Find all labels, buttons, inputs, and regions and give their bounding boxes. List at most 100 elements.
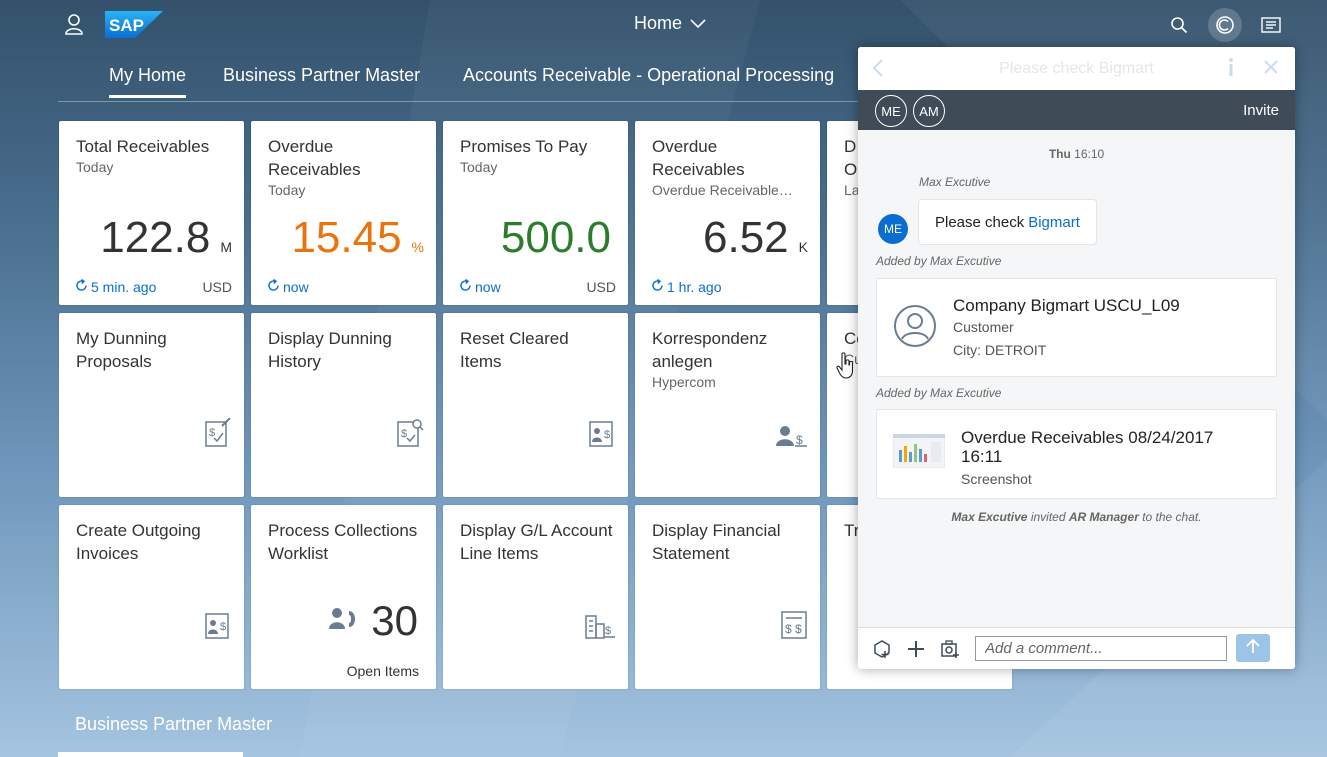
call-worklist-icon bbox=[329, 607, 359, 636]
hand-cursor-icon bbox=[836, 352, 854, 379]
svg-text:$: $ bbox=[785, 622, 792, 636]
arrow-up-icon bbox=[1246, 638, 1260, 659]
participant-avatar[interactable]: ME bbox=[875, 95, 907, 127]
screenshot-card-title: Overdue Receivables 08/24/2017 16:11 bbox=[961, 428, 1214, 466]
chevron-left-icon[interactable] bbox=[872, 59, 884, 82]
participant-avatar[interactable]: AM bbox=[913, 95, 945, 127]
invite-system-note: Max Excutive invited AR Manager to the c… bbox=[951, 510, 1202, 524]
tile-title: Create Outgoing Invoices bbox=[76, 521, 201, 563]
chat-title: Please check Bigmart bbox=[999, 60, 1154, 77]
user-icon[interactable] bbox=[64, 13, 84, 35]
kpi-unit: M bbox=[220, 239, 232, 255]
tile-title: Display G/L Account Line Items bbox=[460, 521, 613, 563]
kpi-value: 500.0 bbox=[500, 213, 611, 262]
tile-title: Korrespondenz anlegen bbox=[652, 329, 768, 371]
tile-display-gl-line-items[interactable]: Display G/L Account Line Items $ bbox=[443, 505, 628, 689]
home-title: Home bbox=[634, 13, 683, 33]
tile-display-dunning-history[interactable]: Display Dunning History $ bbox=[251, 313, 436, 497]
comment-input[interactable] bbox=[975, 636, 1227, 661]
message-sender: Max Excutive bbox=[919, 175, 991, 189]
info-icon[interactable] bbox=[1227, 57, 1235, 82]
svg-text:$: $ bbox=[220, 621, 226, 633]
refresh-icon bbox=[651, 278, 664, 295]
tile-title: D O bbox=[844, 137, 858, 179]
tile-display-financial-statement[interactable]: Display Financial Statement $ $ bbox=[635, 505, 820, 689]
dunning-history-icon: $ bbox=[396, 418, 424, 453]
kpi-unit: K bbox=[798, 239, 808, 255]
tile-subtitle: Today bbox=[76, 159, 114, 175]
bigmart-link[interactable]: Bigmart bbox=[1028, 213, 1080, 231]
kpi-value: 15.45 bbox=[291, 213, 402, 262]
tile-overdue-receivables[interactable]: Overdue Receivables Today 15.45% now bbox=[251, 121, 436, 305]
add-icon[interactable] bbox=[901, 634, 931, 664]
participants-bar: ME AM Invite bbox=[858, 90, 1295, 130]
copilot-header: Please check Bigmart bbox=[858, 47, 1295, 90]
tile-my-dunning-proposals[interactable]: My Dunning Proposals $ bbox=[59, 313, 244, 497]
close-icon[interactable] bbox=[1263, 59, 1279, 80]
currency-label: USD bbox=[586, 279, 616, 295]
screenshot-icon[interactable] bbox=[935, 634, 965, 664]
financial-statement-icon: $ $ bbox=[780, 610, 808, 645]
copilot-icon[interactable] bbox=[1208, 8, 1242, 42]
shell-bar: SAP Home bbox=[0, 0, 1327, 48]
chat-footer bbox=[858, 627, 1295, 669]
tile-title: Overdue Receivables bbox=[268, 137, 361, 179]
add-object-icon[interactable] bbox=[867, 634, 897, 664]
currency-label: USD bbox=[202, 279, 232, 295]
screenshot-card-type: Screenshot bbox=[961, 471, 1032, 487]
kpi-value: 122.8 bbox=[100, 213, 211, 262]
company-card-title: Company Bigmart USCU_L09 bbox=[953, 296, 1180, 315]
section-title-business-partner-master: Business Partner Master bbox=[75, 714, 273, 734]
invoice-icon: $ bbox=[204, 610, 232, 645]
refresh-info[interactable]: 5 min. ago bbox=[75, 278, 156, 295]
home-title-menu[interactable]: Home bbox=[634, 13, 706, 34]
screenshot-card[interactable]: Overdue Receivables 08/24/2017 16:11 Scr… bbox=[876, 409, 1277, 499]
copilot-chat-panel: Please check Bigmart ME AM Invite Thu 16… bbox=[858, 47, 1295, 669]
tab-accounts-receivable[interactable]: Accounts Receivable - Operational Proces… bbox=[463, 65, 835, 85]
tile-reset-cleared-items[interactable]: Reset Cleared Items $ bbox=[443, 313, 628, 497]
company-card-type: Customer bbox=[953, 319, 1014, 335]
tab-my-home[interactable]: My Home bbox=[109, 65, 187, 98]
sap-logo[interactable]: SAP bbox=[105, 11, 163, 38]
tile-title: Display Financial Statement bbox=[652, 521, 781, 563]
refresh-icon bbox=[267, 278, 280, 295]
svg-text:$: $ bbox=[209, 427, 215, 439]
notifications-icon[interactable] bbox=[1254, 8, 1288, 42]
chat-message: Please check Bigmart bbox=[918, 199, 1097, 245]
tile-title: Tr bbox=[844, 521, 860, 540]
tile-overdue-receivables-k[interactable]: Overdue Receivables Overdue Receivable… … bbox=[635, 121, 820, 305]
tile-title: My Dunning Proposals bbox=[76, 329, 167, 371]
next-section-tile-edge[interactable] bbox=[58, 752, 243, 757]
open-items-label: Open Items bbox=[346, 663, 419, 679]
chat-body: Thu 16:10 Max Excutive ME Please check Bi… bbox=[858, 130, 1295, 627]
company-card-city: City: DETROIT bbox=[953, 342, 1047, 358]
invite-button[interactable]: Invite bbox=[1243, 102, 1279, 119]
sender-avatar: ME bbox=[878, 214, 908, 244]
kpi-value: 6.52 bbox=[703, 213, 789, 262]
company-card[interactable]: Company Bigmart USCU_L09 Customer City: … bbox=[876, 278, 1277, 377]
person-placeholder-icon bbox=[893, 304, 937, 353]
refresh-icon bbox=[75, 278, 88, 295]
added-by-label: Added by Max Excutive bbox=[876, 386, 1002, 400]
tile-title: Overdue Receivables bbox=[652, 137, 745, 179]
tile-subtitle: Hypercom bbox=[652, 374, 716, 390]
tab-business-partner-master[interactable]: Business Partner Master bbox=[223, 65, 421, 85]
chevron-down-icon bbox=[690, 13, 706, 34]
tile-create-outgoing-invoices[interactable]: Create Outgoing Invoices $ bbox=[59, 505, 244, 689]
svg-text:$: $ bbox=[604, 429, 610, 441]
refresh-info[interactable]: now bbox=[267, 278, 309, 295]
send-button[interactable] bbox=[1236, 634, 1270, 662]
tile-process-collections-worklist[interactable]: Process Collections Worklist 30 Open Ite… bbox=[251, 505, 436, 689]
search-icon[interactable] bbox=[1162, 8, 1196, 42]
tile-korrespondenz-anlegen[interactable]: Korrespondenz anlegen Hypercom $ bbox=[635, 313, 820, 497]
open-items-count: 30 bbox=[371, 597, 418, 644]
tile-total-receivables[interactable]: Total Receivables Today 122.8 M 5 min. ag… bbox=[59, 121, 244, 305]
tile-title: Display Dunning History bbox=[268, 329, 392, 371]
refresh-info[interactable]: now bbox=[459, 278, 501, 295]
refresh-icon bbox=[459, 278, 472, 295]
refresh-info[interactable]: 1 hr. ago bbox=[651, 278, 722, 295]
kpi-unit: % bbox=[411, 239, 424, 255]
tile-promises-to-pay[interactable]: Promises To Pay Today 500.0 now USD bbox=[443, 121, 628, 305]
added-by-label: Added by Max Excutive bbox=[876, 254, 1002, 268]
anchor-navigation-bar: My Home Business Partner Master Accounts… bbox=[58, 60, 858, 102]
